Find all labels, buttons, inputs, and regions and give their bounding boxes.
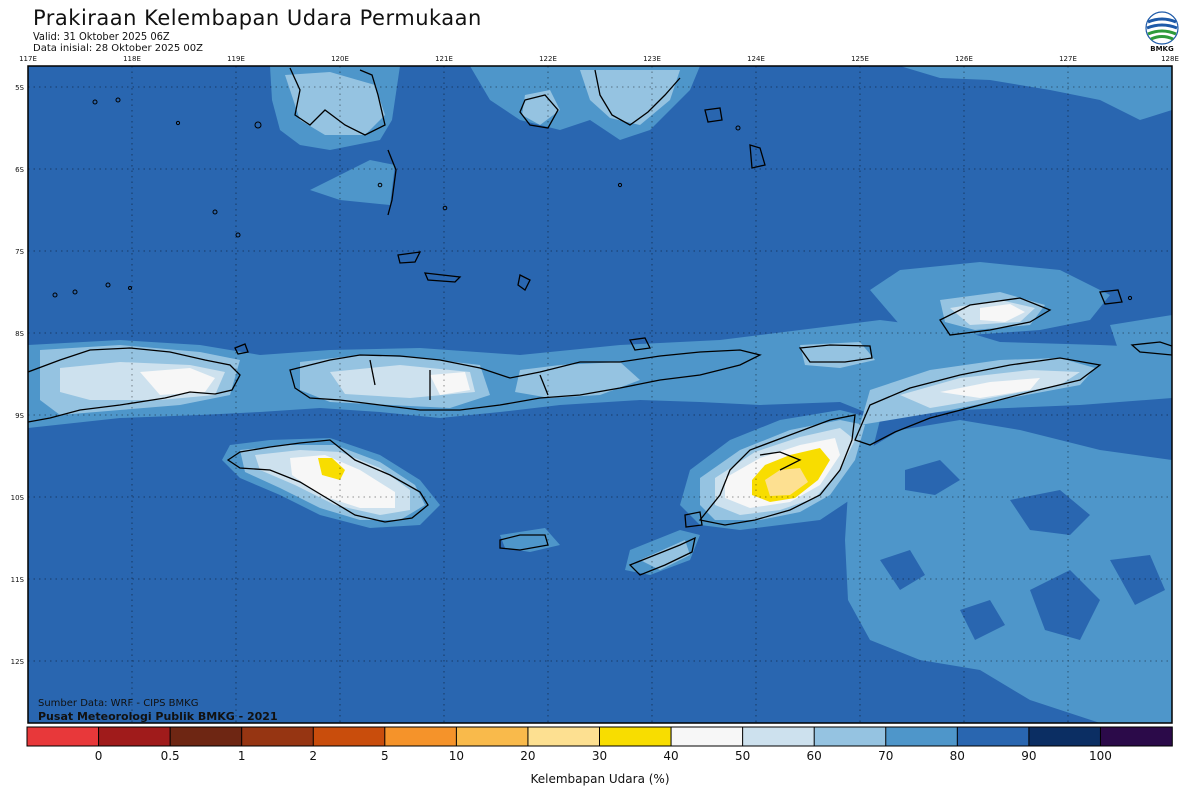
bmkg-logo-label: BMKG bbox=[1150, 45, 1174, 53]
colorbar-swatch bbox=[98, 726, 171, 747]
colorbar-swatch bbox=[1028, 726, 1102, 747]
colorbar-swatch bbox=[312, 726, 386, 747]
valid-time: Valid: 31 Oktober 2025 06Z bbox=[33, 30, 170, 43]
lat-label: 6S bbox=[15, 166, 24, 174]
latitude-labels: 5S 6S 7S 8S 9S 10S 11S 12S bbox=[11, 84, 25, 666]
lon-label: 121E bbox=[435, 55, 453, 63]
colorbar-tick-label: 20 bbox=[520, 749, 536, 763]
colorbar bbox=[26, 726, 1173, 747]
colorbar-tick-label: 90 bbox=[1021, 749, 1037, 763]
colorbar-swatch bbox=[742, 726, 815, 747]
lon-label: 119E bbox=[227, 55, 245, 63]
colorbar-tick-label: 80 bbox=[949, 749, 965, 763]
longitude-labels: 117E 118E 119E 120E 121E 122E 123E 124E … bbox=[19, 55, 1179, 63]
lat-label: 9S bbox=[15, 412, 24, 420]
humidity-band-20-40 bbox=[318, 448, 830, 502]
colorbar-swatch bbox=[384, 726, 458, 747]
lat-label: 10S bbox=[11, 494, 25, 502]
colorbar-tick-label: 30 bbox=[591, 749, 608, 763]
colorbar-swatch bbox=[169, 726, 243, 747]
lat-label: 5S bbox=[15, 84, 24, 92]
lon-label: 122E bbox=[539, 55, 557, 63]
colorbar-tick-label: 5 bbox=[380, 749, 389, 763]
bmkg-logo-icon bbox=[1145, 11, 1179, 45]
lon-label: 118E bbox=[123, 55, 141, 63]
lon-label: 125E bbox=[851, 55, 869, 63]
colorbar-tick-label: 1 bbox=[237, 749, 246, 763]
colorbar-swatch bbox=[455, 726, 529, 747]
map-fields bbox=[28, 66, 1172, 723]
map-title: Prakiraan Kelembapan Udara Permukaan bbox=[33, 6, 482, 30]
colorbar-swatch bbox=[813, 726, 887, 747]
colorbar-swatch bbox=[956, 726, 1030, 747]
colorbar-swatch bbox=[599, 726, 672, 747]
lat-label: 7S bbox=[15, 248, 24, 256]
colorbar-swatch bbox=[26, 726, 100, 747]
lon-label: 128E bbox=[1161, 55, 1179, 63]
lon-label: 126E bbox=[955, 55, 973, 63]
small-islets bbox=[52, 97, 1133, 301]
lon-label: 127E bbox=[1059, 55, 1077, 63]
organization-credit: Pusat Meteorologi Publik BMKG - 2021 bbox=[38, 710, 278, 723]
data-source-credit: Sumber Data: WRF - CIPS BMKG bbox=[38, 698, 199, 709]
lat-label: 11S bbox=[11, 576, 25, 584]
colorbar-swatch bbox=[885, 726, 959, 747]
lon-label: 117E bbox=[19, 55, 37, 63]
colorbar-tick-label: 40 bbox=[663, 749, 679, 763]
lon-label: 123E bbox=[643, 55, 661, 63]
humidity-band-80-90-patches bbox=[880, 460, 1165, 640]
lat-label: 12S bbox=[11, 658, 25, 666]
colorbar-tick-label: 60 bbox=[806, 749, 822, 763]
colorbar-tick-label: 10 bbox=[448, 749, 465, 763]
lon-label: 120E bbox=[331, 55, 349, 63]
graticule bbox=[28, 66, 1172, 723]
colorbar-tick-label: 100 bbox=[1088, 749, 1112, 763]
initial-data-time: Data inisial: 28 Oktober 2025 00Z bbox=[33, 43, 203, 54]
colorbar-swatch bbox=[1099, 726, 1173, 747]
colorbar-swatch bbox=[670, 726, 744, 747]
colorbar-tick-label: 0.5 bbox=[160, 749, 180, 763]
colorbar-tick-label: 50 bbox=[734, 749, 751, 763]
colorbar-tick-label: 0 bbox=[94, 749, 103, 763]
colorbar-tick-label: 2 bbox=[309, 749, 318, 763]
map-frame bbox=[27, 65, 1173, 724]
colorbar-swatch bbox=[241, 726, 315, 747]
coastlines bbox=[28, 67, 1172, 576]
colorbar-swatch bbox=[527, 726, 601, 747]
colorbar-tick-label: 70 bbox=[878, 749, 894, 763]
lon-label: 124E bbox=[747, 55, 765, 63]
colorbar-title: Kelembapan Udara (%) bbox=[530, 772, 670, 786]
lat-label: 8S bbox=[15, 330, 24, 338]
